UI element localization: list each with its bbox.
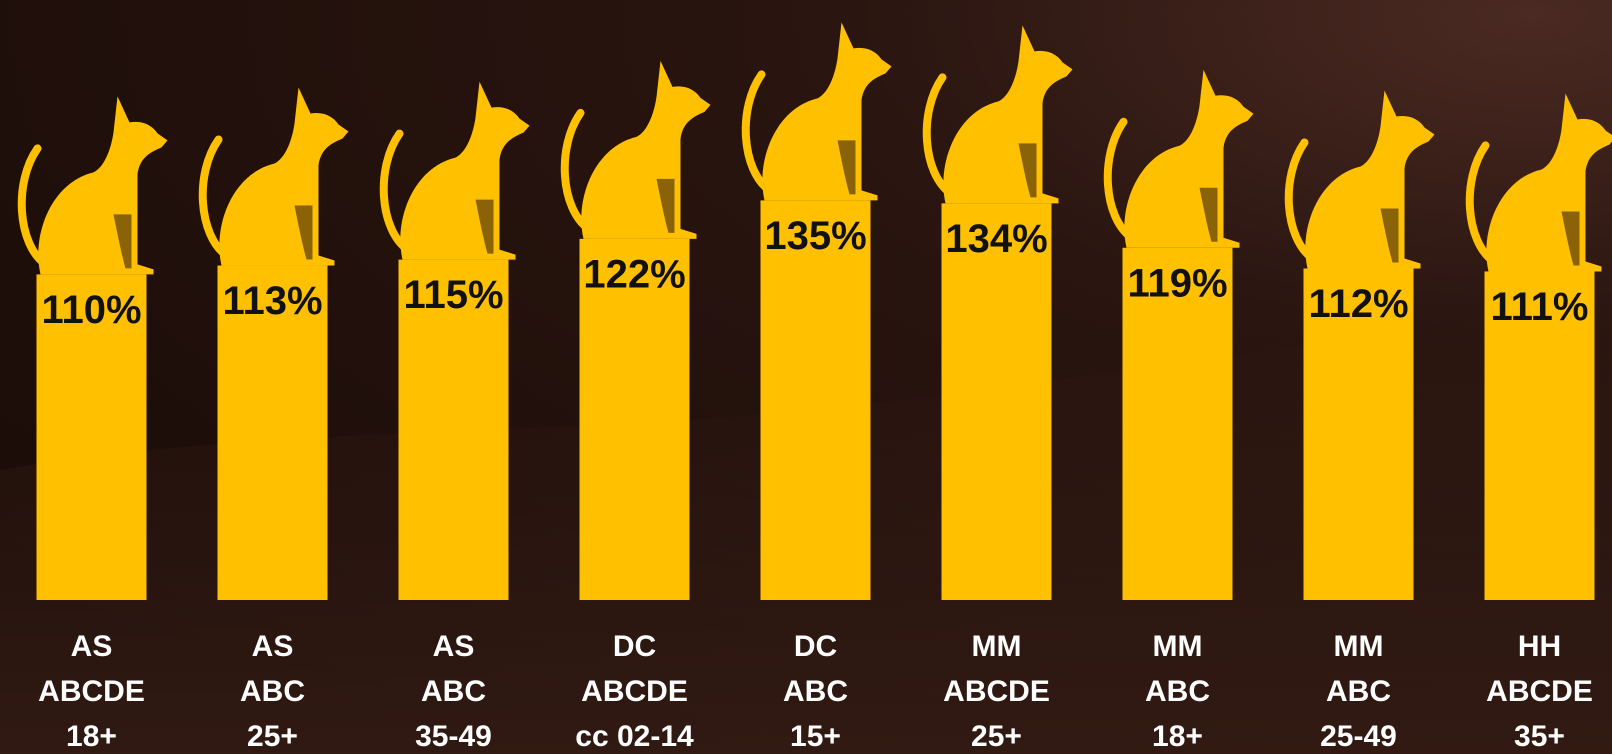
page: 110% AS ABCDE 18+ 113% AS ABC 25+ 115% AS ABC 35-49… <box>0 0 1612 754</box>
x-category-label: 18+ <box>66 720 117 753</box>
chart: 110% AS ABCDE 18+ 113% AS ABC 25+ 115% AS ABC 35-49… <box>0 0 1612 754</box>
x-category-label: 18+ <box>1152 720 1203 753</box>
value-label: 111% <box>1491 285 1589 329</box>
value-label: 119% <box>1127 261 1227 305</box>
value-label: 134% <box>945 217 1047 261</box>
x-category-label: cc 02-14 <box>575 720 694 753</box>
x-category-label: DC <box>794 630 837 663</box>
x-category-label: AS <box>71 630 113 663</box>
value-label: 112% <box>1308 282 1408 326</box>
x-category-label: ABC <box>783 675 848 708</box>
x-category-label: ABC <box>1145 675 1210 708</box>
bar <box>761 200 871 600</box>
value-label: 135% <box>764 214 866 258</box>
x-category-label: ABCDE <box>38 675 145 708</box>
x-category-label: MM <box>1334 630 1384 663</box>
x-category-label: 35-49 <box>415 720 492 753</box>
value-label: 110% <box>41 288 141 332</box>
value-label: 122% <box>583 252 685 296</box>
x-category-label: 35+ <box>1514 720 1565 753</box>
x-category-label: 15+ <box>790 720 841 753</box>
x-category-label: ABC <box>421 675 486 708</box>
value-label: 113% <box>222 279 322 323</box>
x-category-label: ABC <box>240 675 305 708</box>
x-category-label: MM <box>1153 630 1203 663</box>
x-category-label: MM <box>972 630 1022 663</box>
x-category-label: 25+ <box>247 720 298 753</box>
x-category-label: AS <box>252 630 294 663</box>
x-category-label: HH <box>1518 630 1561 663</box>
x-category-label: ABCDE <box>943 675 1050 708</box>
x-category-label: 25+ <box>971 720 1022 753</box>
x-category-label: AS <box>433 630 475 663</box>
x-category-label: DC <box>613 630 656 663</box>
x-category-label: ABCDE <box>581 675 688 708</box>
x-category-label: ABCDE <box>1486 675 1593 708</box>
value-label: 115% <box>403 273 503 317</box>
x-category-label: ABC <box>1326 675 1391 708</box>
bar <box>942 203 1052 600</box>
x-category-label: 25-49 <box>1320 720 1397 753</box>
